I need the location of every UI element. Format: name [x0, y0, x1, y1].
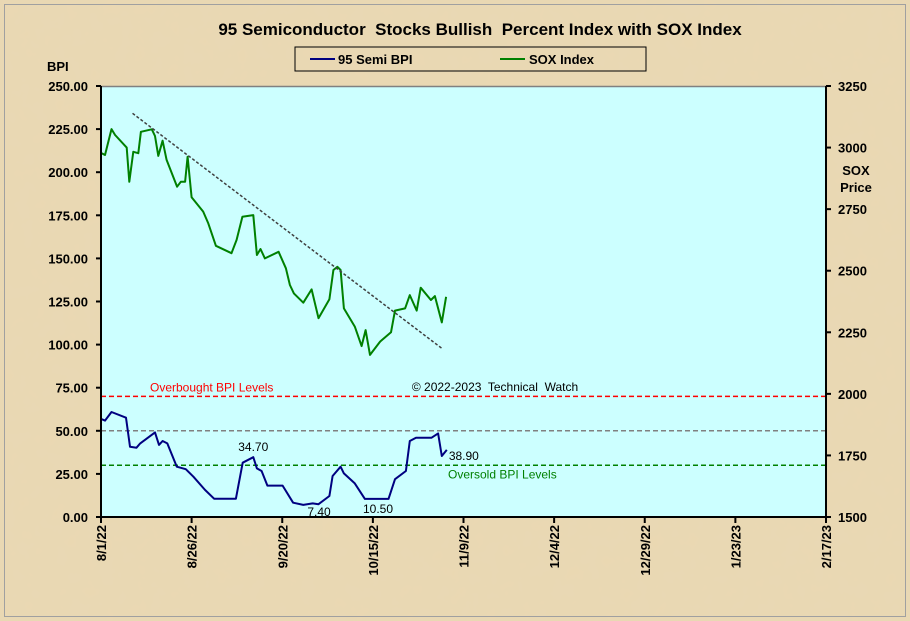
left-tick-label: 225.00	[48, 122, 88, 137]
x-tick-label: 9/20/22	[275, 525, 290, 568]
copyright-text: © 2022-2023 Technical Watch	[412, 380, 578, 394]
left-tick-label: 75.00	[55, 381, 88, 396]
left-tick-label: 100.00	[48, 338, 88, 353]
right-tick-label: 2750	[838, 202, 867, 217]
outer-frame	[4, 4, 906, 617]
data-label: 38.90	[449, 449, 479, 463]
right-tick-label: 1750	[838, 448, 867, 463]
data-label: 7.40	[307, 505, 331, 519]
data-label: 34.70	[238, 440, 268, 454]
left-tick-label: 150.00	[48, 251, 88, 266]
left-tick-label: 125.00	[48, 295, 88, 310]
left-tick-label: 25.00	[55, 467, 88, 482]
chart-title: 95 Semiconductor Stocks Bullish Percent …	[218, 20, 742, 39]
x-tick-label: 11/9/22	[457, 525, 472, 568]
legend-box	[294, 46, 647, 72]
right-tick-label: 3250	[838, 79, 867, 94]
legend-label-sox: SOX Index	[529, 52, 595, 67]
reference-line-label: Overbought BPI Levels	[150, 380, 273, 394]
left-tick-label: 50.00	[55, 424, 88, 439]
left-tick-label: 0.00	[63, 510, 88, 525]
reference-line-label: Oversold BPI Levels	[448, 467, 557, 481]
x-tick-label: 12/4/22	[547, 525, 562, 568]
x-tick-label: 8/26/22	[185, 525, 200, 568]
right-tick-label: 2000	[838, 387, 867, 402]
x-tick-label: 10/15/22	[366, 525, 381, 576]
legend-label-bpi: 95 Semi BPI	[338, 52, 412, 67]
right-axis-title-line1: SOX	[842, 163, 870, 178]
right-tick-label: 1500	[838, 510, 867, 525]
plot-area	[101, 86, 826, 517]
right-tick-label: 2500	[838, 264, 867, 279]
left-tick-label: 200.00	[48, 165, 88, 180]
left-axis-title: BPI	[47, 59, 69, 74]
series-line-sox	[101, 128, 448, 356]
right-tick-label: 3000	[838, 141, 867, 156]
data-label: 10.50	[363, 502, 393, 516]
x-tick-label: 1/23/23	[728, 525, 743, 568]
left-tick-label: 175.00	[48, 208, 88, 223]
legend: 95 Semi BPI SOX Index	[294, 46, 647, 72]
x-tick-label: 8/1/22	[94, 525, 109, 561]
right-tick-label: 2250	[838, 325, 867, 340]
right-axis-title-line2: Price	[840, 180, 872, 195]
x-tick-label: 2/17/23	[819, 525, 834, 568]
x-tick-label: 12/29/22	[638, 525, 653, 576]
left-tick-label: 250.00	[48, 79, 88, 94]
series-line-bpi	[101, 411, 448, 506]
